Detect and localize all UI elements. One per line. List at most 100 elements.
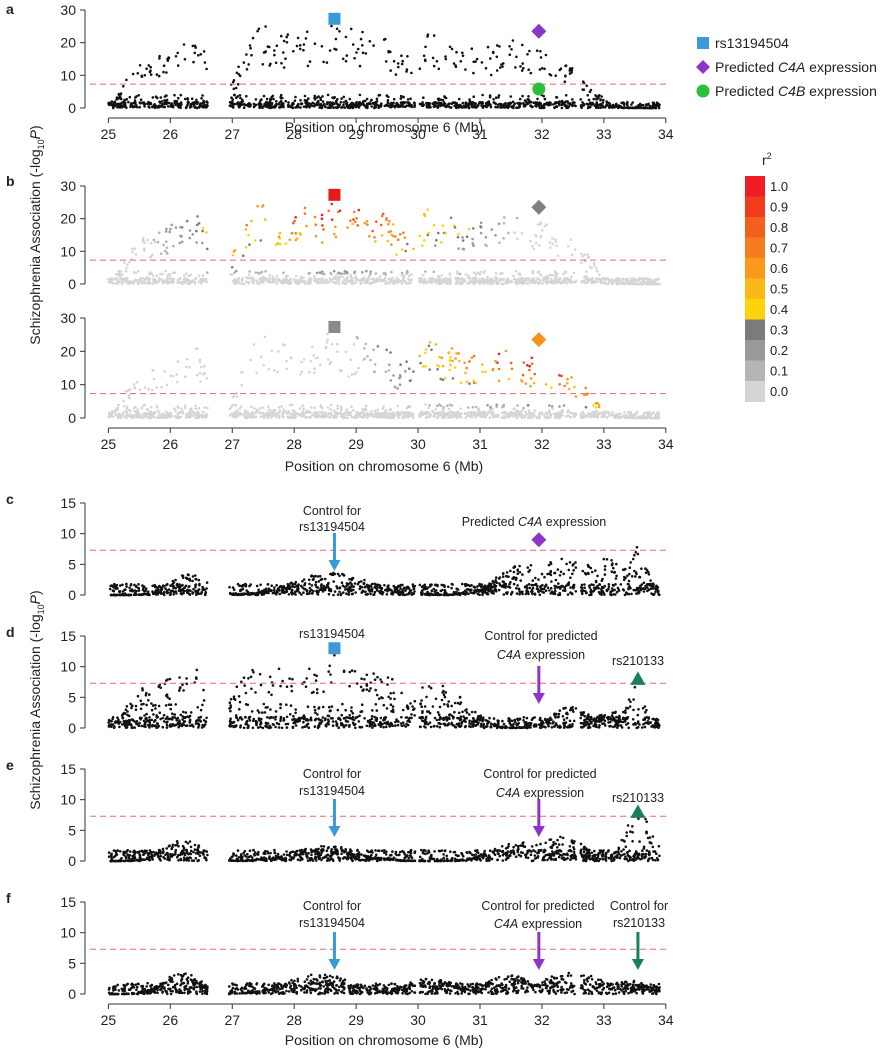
data-point xyxy=(390,270,393,274)
data-point xyxy=(424,348,428,351)
data-point xyxy=(605,558,609,561)
data-point xyxy=(121,273,124,276)
data-point xyxy=(249,276,252,280)
data-point xyxy=(351,222,354,226)
data-point xyxy=(330,101,333,105)
data-point xyxy=(467,227,471,231)
data-point xyxy=(303,206,307,210)
data-point xyxy=(167,105,170,108)
data-point xyxy=(406,281,410,285)
data-point xyxy=(463,279,467,282)
data-point xyxy=(428,368,432,371)
data-point xyxy=(355,51,358,54)
data-point xyxy=(166,252,169,255)
data-point xyxy=(404,280,407,284)
data-point xyxy=(587,98,591,102)
data-point xyxy=(540,229,544,232)
data-point xyxy=(471,105,475,109)
data-point xyxy=(515,586,518,590)
data-point xyxy=(557,582,560,585)
data-point xyxy=(472,71,475,75)
data-point xyxy=(364,52,368,55)
data-point xyxy=(153,240,157,244)
data-point xyxy=(359,411,363,415)
data-point xyxy=(339,369,342,372)
data-point xyxy=(164,269,167,273)
data-point xyxy=(368,412,372,416)
data-point xyxy=(163,585,166,588)
data-point xyxy=(459,282,463,286)
data-point xyxy=(335,99,338,103)
data-point xyxy=(137,94,140,97)
points-group-c xyxy=(108,545,661,597)
data-point xyxy=(571,104,574,108)
data-point xyxy=(369,358,372,362)
data-point xyxy=(247,233,250,237)
data-point xyxy=(319,98,323,101)
data-point xyxy=(442,103,446,107)
data-point xyxy=(126,414,129,418)
data-point xyxy=(310,584,314,587)
data-point xyxy=(277,415,281,418)
data-point xyxy=(233,403,236,407)
data-point xyxy=(247,280,250,284)
data-point xyxy=(497,94,501,97)
data-point xyxy=(299,106,302,109)
data-point xyxy=(632,277,636,280)
data-point xyxy=(366,277,369,281)
data-point xyxy=(570,376,573,379)
data-point xyxy=(592,97,595,101)
data-point xyxy=(320,406,324,410)
data-point xyxy=(277,406,281,409)
data-point xyxy=(374,412,377,416)
data-point xyxy=(419,361,422,365)
data-point xyxy=(375,97,379,101)
data-point xyxy=(383,411,387,414)
data-point xyxy=(332,593,335,597)
data-point xyxy=(610,570,614,573)
data-point xyxy=(432,587,436,591)
data-point xyxy=(295,104,299,107)
data-point xyxy=(481,93,484,97)
data-point xyxy=(282,39,286,43)
data-point xyxy=(538,412,541,416)
data-point xyxy=(388,408,391,412)
data-point xyxy=(141,282,144,285)
data-point xyxy=(258,407,262,410)
data-point xyxy=(560,557,563,561)
data-point xyxy=(329,403,333,407)
data-point xyxy=(502,405,505,408)
data-point xyxy=(537,244,541,247)
data-point xyxy=(267,405,270,409)
data-point xyxy=(360,580,363,583)
data-point xyxy=(457,411,460,415)
data-point xyxy=(560,106,564,110)
data-point xyxy=(601,277,604,281)
data-point xyxy=(308,370,311,374)
data-point xyxy=(603,410,606,414)
data-point xyxy=(166,277,169,280)
data-point xyxy=(245,68,249,71)
data-point xyxy=(321,100,325,103)
data-point xyxy=(521,94,524,98)
data-point xyxy=(644,411,648,415)
data-point xyxy=(648,281,652,284)
data-point xyxy=(531,271,535,275)
data-point xyxy=(402,231,405,234)
data-point xyxy=(291,106,295,109)
data-point xyxy=(201,410,205,414)
data-point xyxy=(617,589,621,592)
data-point xyxy=(341,57,345,61)
data-point xyxy=(537,278,541,281)
data-point xyxy=(312,577,315,581)
data-point xyxy=(300,370,304,374)
data-point xyxy=(555,244,558,248)
data-point xyxy=(369,272,372,276)
data-point xyxy=(197,407,201,410)
data-point xyxy=(590,570,594,574)
data-point xyxy=(265,100,268,104)
data-point xyxy=(465,380,469,384)
data-point xyxy=(182,274,186,277)
data-point xyxy=(542,413,546,416)
data-point xyxy=(378,275,382,278)
